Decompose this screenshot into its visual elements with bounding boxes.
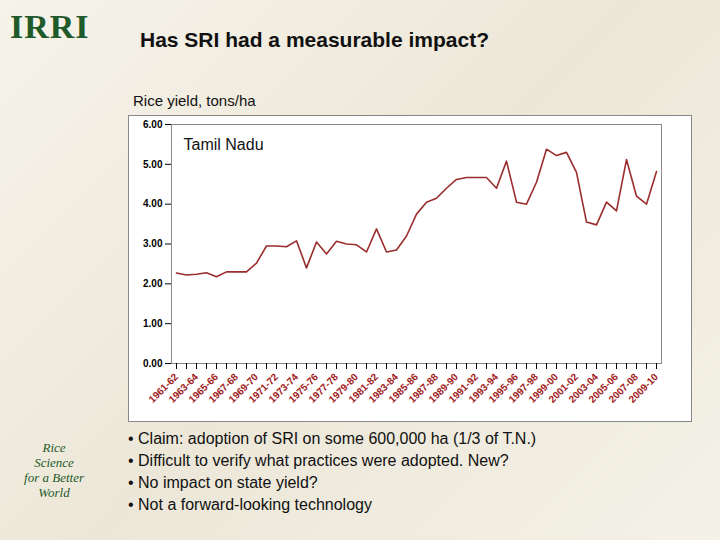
svg-text:1985-86: 1985-86 [386,371,421,405]
svg-text:1.00: 1.00 [143,318,163,329]
html-text:Not a forward-looking technolo: Not a forward-looking technology [138,496,372,513]
svg-text:2003-04: 2003-04 [566,371,601,405]
html-text:for a Better: for a Better [24,470,84,485]
svg-text:2009-10: 2009-10 [626,371,660,405]
svg-text:0.00: 0.00 [143,358,163,369]
svg-text:5.00: 5.00 [143,159,163,170]
html-text:World: World [38,485,70,500]
html-text:Has SRI had a measurable impac: Has SRI had a measurable impact? [140,28,489,51]
svg-text:1993-94: 1993-94 [466,371,501,405]
svg-text:1995-96: 1995-96 [486,371,521,405]
svg-text:2005-06: 2005-06 [586,371,621,405]
html-text:Rice: Rice [42,440,66,455]
svg-text:1979-80: 1979-80 [326,371,361,405]
svg-text:1969-70: 1969-70 [226,371,261,405]
svg-text:1975-76: 1975-76 [286,371,321,405]
html-text:Difficult to verify what pract: Difficult to verify what practices were … [138,452,509,469]
svg-text:1971-72: 1971-72 [246,371,281,405]
svg-text:2007-08: 2007-08 [606,371,641,405]
svg-text:1973-74: 1973-74 [266,371,301,405]
svg-text:3.00: 3.00 [143,238,163,249]
html-text:No impact on state yield?: No impact on state yield? [138,474,318,491]
svg-text:1989-90: 1989-90 [426,371,461,405]
svg-text:1983-84: 1983-84 [366,371,401,405]
svg-text:2.00: 2.00 [143,278,163,289]
svg-text:Tamil Nadu: Tamil Nadu [184,136,264,153]
svg-text:2001-02: 2001-02 [546,371,581,405]
svg-text:1965-66: 1965-66 [186,371,221,405]
svg-text:1977-78: 1977-78 [306,371,341,405]
svg-text:1991-92: 1991-92 [446,371,481,405]
svg-text:1999-00: 1999-00 [526,371,561,405]
html-text:IRRI: IRRI [10,8,90,45]
html-text:Science: Science [34,455,74,470]
html-text:Claim: adoption of SRI on some: Claim: adoption of SRI on some 600,000 h… [138,430,537,447]
svg-text:4.00: 4.00 [143,198,163,209]
svg-text:1987-88: 1987-88 [406,371,441,405]
svg-text:1981-82: 1981-82 [346,371,381,405]
svg-text:1967-68: 1967-68 [206,371,241,405]
html-text:Rice yield, tons/ha: Rice yield, tons/ha [133,92,256,109]
svg-text:1961-62: 1961-62 [146,371,181,405]
svg-text:1963-64: 1963-64 [166,371,201,405]
svg-text:6.00: 6.00 [143,119,163,130]
svg-text:1997-98: 1997-98 [506,371,541,405]
